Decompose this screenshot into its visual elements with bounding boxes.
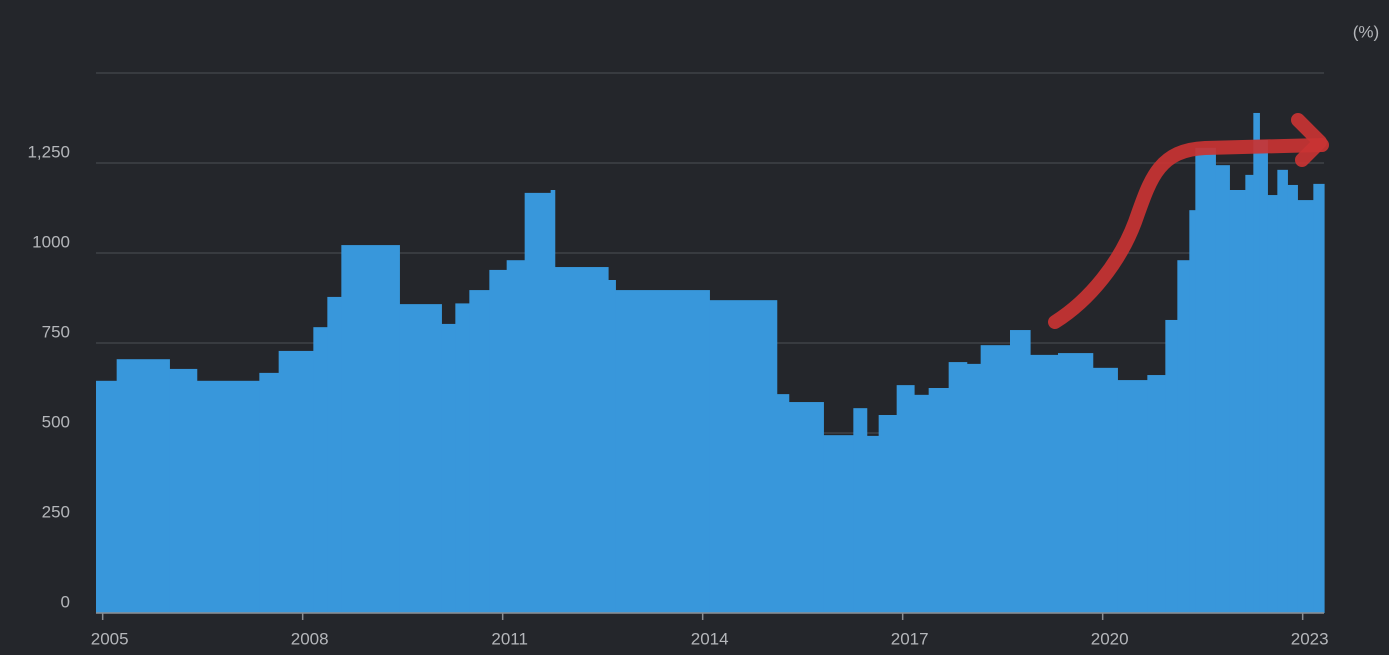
area-step xyxy=(489,269,508,613)
y-tick-label: 1,250 xyxy=(27,142,70,161)
area-step xyxy=(455,303,470,613)
area-step xyxy=(554,267,609,613)
arrow-stroke xyxy=(1048,138,1329,329)
area-step xyxy=(469,290,490,613)
y-axis-label: (%) xyxy=(1353,22,1379,41)
plot: 0 250 500 750 1000 1,250 2005 2008 2011 2014 2017 2… xyxy=(27,72,1329,648)
area-step xyxy=(914,394,930,613)
area-step xyxy=(608,280,616,613)
area-step xyxy=(1253,112,1260,614)
area-step xyxy=(278,350,314,613)
area-step xyxy=(1313,183,1325,613)
area-step xyxy=(1215,165,1230,613)
y-tick-label: 500 xyxy=(42,412,70,431)
area-step xyxy=(896,385,915,613)
y-tick-label: 750 xyxy=(42,322,70,341)
area-step xyxy=(169,368,198,613)
x-tick-label: 2020 xyxy=(1091,629,1129,648)
annotation-arrow xyxy=(1048,113,1329,329)
area-step xyxy=(1297,200,1314,613)
area-step xyxy=(1229,190,1246,613)
area-step xyxy=(878,415,898,613)
area-step xyxy=(550,190,556,613)
area-step xyxy=(823,435,854,613)
area-step xyxy=(259,372,280,613)
area-step xyxy=(1147,375,1166,613)
area-step xyxy=(506,260,526,613)
x-tick-label: 2008 xyxy=(291,629,329,648)
area-step xyxy=(966,363,982,613)
area-step xyxy=(1092,367,1118,613)
area-step xyxy=(1189,210,1196,613)
y-tick-label: 1000 xyxy=(32,232,70,251)
area-step xyxy=(399,304,442,613)
area-step xyxy=(1267,195,1278,614)
area-step xyxy=(341,245,400,613)
area-step xyxy=(615,290,710,613)
area-step xyxy=(313,327,328,613)
y-tick-label: 250 xyxy=(42,502,70,521)
area-step xyxy=(948,362,968,613)
area-step xyxy=(441,323,456,613)
x-tick-label: 2011 xyxy=(491,629,528,648)
area-step xyxy=(1030,354,1059,613)
area-step xyxy=(1117,380,1148,613)
area-step xyxy=(524,192,552,613)
area-step xyxy=(776,394,790,613)
area-step xyxy=(96,380,118,613)
area-step xyxy=(1245,174,1254,613)
area-step xyxy=(1287,184,1298,613)
area-step xyxy=(1259,139,1268,613)
area-step xyxy=(1010,330,1031,613)
area-step xyxy=(196,380,260,613)
area-step xyxy=(853,408,868,613)
area-step xyxy=(788,402,824,613)
x-tick-label: 2005 xyxy=(91,629,129,648)
arrow-head xyxy=(1291,113,1327,167)
x-tick-label: 2014 xyxy=(691,629,729,648)
area-step xyxy=(1177,260,1190,613)
area-step xyxy=(1277,169,1288,613)
area-step xyxy=(980,345,1011,613)
area-step xyxy=(866,435,880,613)
x-tick-label: 2023 xyxy=(1291,629,1329,648)
area-step xyxy=(116,359,170,613)
area-step xyxy=(1195,147,1216,613)
area-step xyxy=(1165,319,1178,613)
area-step xyxy=(928,388,950,613)
y-tick-label: 0 xyxy=(61,592,70,611)
x-tick-label: 2017 xyxy=(891,629,929,648)
area-step xyxy=(1058,353,1094,613)
area-step xyxy=(709,300,778,613)
area-step xyxy=(327,296,342,613)
